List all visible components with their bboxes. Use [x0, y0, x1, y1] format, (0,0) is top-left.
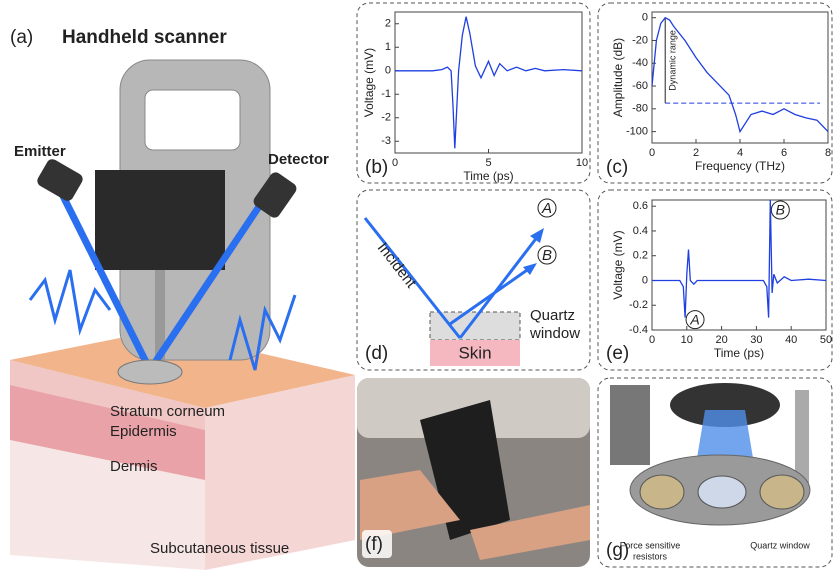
x-axis-label: Frequency (THz) [695, 159, 785, 173]
panel-label: (c) [606, 157, 628, 178]
data-line [395, 17, 582, 149]
y-tick-label: -20 [632, 34, 648, 46]
y-tick-label: 0 [642, 12, 648, 24]
x-tick-label: 8 [825, 147, 831, 159]
panel-label: (f) [365, 534, 383, 555]
layer-label: Subcutaneous tissue [150, 540, 289, 557]
y-axis-label: Amplitude (dB) [611, 38, 625, 117]
annotation: Dynamic range [668, 30, 678, 91]
incident-label: Incident [374, 239, 420, 292]
y-tick-label: -0.4 [629, 324, 648, 336]
x-tick-label: 10 [681, 334, 693, 346]
data-line [652, 200, 826, 318]
emitter-body [35, 157, 85, 203]
arrow-head [530, 228, 544, 243]
plot-frame [652, 200, 826, 330]
x-axis-label: Time (ps) [714, 346, 764, 360]
y-tick-label: -100 [626, 126, 648, 138]
window [698, 476, 746, 508]
ray-label: A [541, 200, 552, 217]
x-tick-label: 20 [715, 334, 727, 346]
motor [610, 385, 650, 465]
window-label: Quartz window [750, 540, 810, 550]
y-tick-label: 0.6 [633, 200, 648, 212]
y-tick-label: -80 [632, 103, 648, 115]
window-label: window [529, 325, 580, 342]
x-tick-label: 5 [485, 157, 491, 169]
window-label: Quartz [530, 307, 575, 324]
y-tick-label: 0 [385, 65, 391, 77]
y-tick-label: -2 [381, 112, 391, 124]
x-tick-label: 0 [392, 157, 398, 169]
panel-label: (e) [606, 343, 629, 364]
y-axis-label: Voltage (mV) [362, 48, 376, 117]
panel-label: (d) [365, 343, 388, 364]
x-tick-label: 40 [785, 334, 797, 346]
layer-label: Dermis [110, 458, 158, 475]
holder [95, 170, 225, 270]
panel-a: (a) Handheld scanner Emitter Detector St… [10, 27, 355, 570]
x-tick-label: 30 [750, 334, 762, 346]
x-tick-label: 0 [649, 147, 655, 159]
y-tick-label: -60 [632, 80, 648, 92]
layer-label: Epidermis [110, 423, 177, 440]
y-tick-label: 0.4 [633, 225, 648, 237]
sensor-label: resistors [633, 551, 668, 561]
panel-title: Handheld scanner [62, 27, 227, 48]
panel-label: (a) [10, 27, 33, 48]
panel-g: Force sensitive resistors Quartz window … [598, 378, 832, 567]
detector-label: Detector [268, 151, 329, 168]
panel-box [598, 3, 832, 183]
y-tick-label: 1 [385, 41, 391, 53]
x-tick-label: 4 [737, 147, 743, 159]
x-tick-label: 6 [781, 147, 787, 159]
window-plate [118, 360, 182, 384]
y-axis-label: Voltage (mV) [611, 230, 625, 299]
scanner-hole [145, 90, 240, 150]
y-tick-label: -3 [381, 135, 391, 147]
point-label: A [689, 311, 699, 327]
y-tick-label: 2 [385, 18, 391, 30]
panel-label: (g) [606, 540, 629, 561]
sensor [640, 475, 684, 509]
panel-f: (f) [357, 378, 590, 567]
y-tick-label: 0 [642, 274, 648, 286]
data-line [652, 18, 828, 132]
sensor [760, 475, 804, 509]
y-tick-label: 0.2 [633, 250, 648, 262]
skin-label: Skin [458, 343, 491, 362]
x-tick-label: 50 [820, 334, 832, 346]
y-tick-label: -1 [381, 88, 391, 100]
figure: (a) Handheld scanner Emitter Detector St… [0, 0, 835, 570]
x-tick-label: 2 [693, 147, 699, 159]
x-axis-label: Time (ps) [463, 169, 513, 183]
layer-label: Stratum corneum [110, 403, 225, 420]
y-tick-label: -0.2 [629, 299, 648, 311]
emitter-wave [30, 270, 110, 330]
x-tick-label: 10 [576, 157, 588, 169]
panel-label: (b) [365, 157, 388, 178]
y-tick-label: -40 [632, 57, 648, 69]
plot-frame [395, 12, 582, 153]
panel-d: A B Incident Quartz window Skin (d) [357, 190, 590, 370]
ray-label: B [542, 247, 552, 264]
point-label: B [776, 202, 785, 218]
x-tick-label: 0 [649, 334, 655, 346]
emitter-label: Emitter [14, 143, 66, 160]
